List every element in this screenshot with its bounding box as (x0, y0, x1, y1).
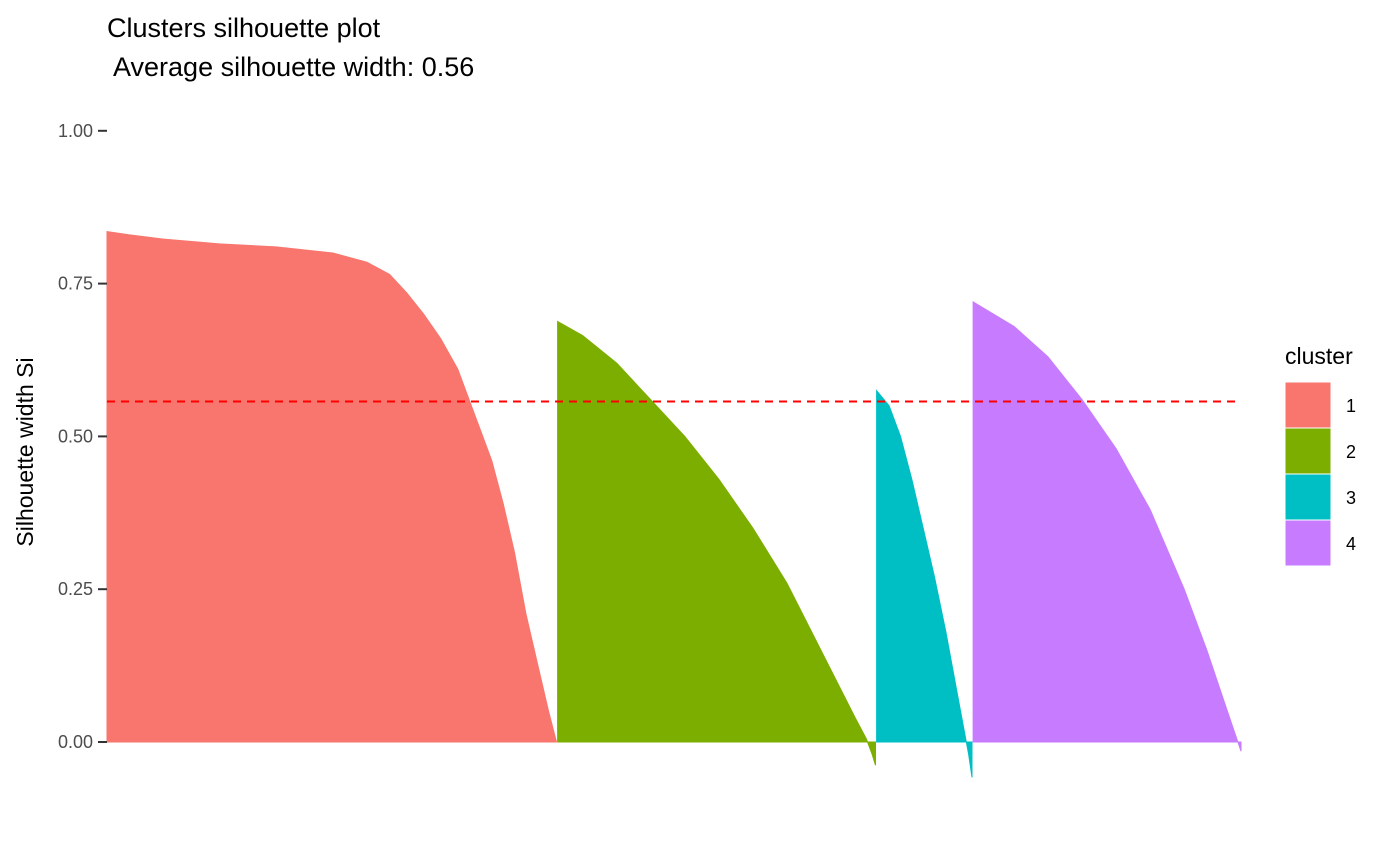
y-tick-label: 0.25 (58, 579, 93, 599)
legend-label-cluster-3: 3 (1346, 488, 1356, 508)
chart-subtitle: Average silhouette width: 0.56 (107, 52, 474, 82)
chart-title: Clusters silhouette plot (107, 13, 381, 43)
legend-label-cluster-1: 1 (1346, 396, 1356, 416)
cluster-1-area (106, 231, 558, 743)
y-tick-label: 0.50 (58, 426, 93, 446)
y-tick-label: 0.00 (58, 732, 93, 752)
cluster-2-area (557, 320, 876, 766)
cluster-areas (106, 231, 1242, 778)
cluster-4-area (972, 301, 1242, 752)
y-tick-label: 1.00 (58, 121, 93, 141)
legend-label-cluster-2: 2 (1346, 442, 1356, 462)
legend-title: cluster (1285, 343, 1353, 369)
legend-key-cluster-2 (1284, 427, 1332, 475)
legend: 1 2 3 4 (1284, 381, 1356, 567)
y-tick-label: 0.75 (58, 274, 93, 294)
legend-key-cluster-4 (1284, 519, 1332, 567)
y-axis: 0.00 0.25 0.50 0.75 1.00 (58, 121, 107, 752)
cluster-3-area (876, 389, 973, 778)
legend-label-cluster-4: 4 (1346, 534, 1356, 554)
legend-key-cluster-1 (1284, 381, 1332, 429)
legend-key-cluster-3 (1284, 473, 1332, 521)
y-axis-title: Silhouette width Si (12, 357, 38, 546)
